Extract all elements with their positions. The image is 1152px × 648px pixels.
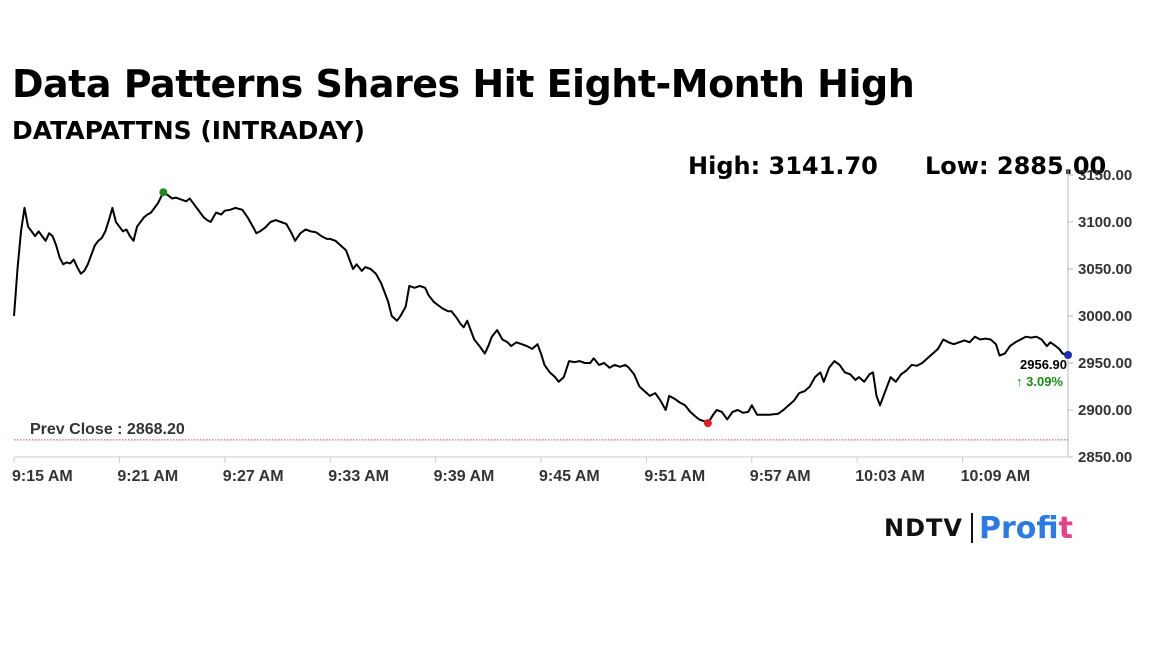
chart-subtitle: DATAPATTNS (INTRADAY)	[12, 116, 365, 145]
x-tick-label: 9:21 AM	[117, 468, 178, 485]
y-tick-label: 3000.00	[1078, 308, 1132, 325]
y-tick-label: 3050.00	[1078, 261, 1132, 278]
low-label: Low: 2885.00	[925, 152, 1107, 180]
logo-divider	[970, 513, 973, 543]
x-axis: 9:15 AM 9:21 AM 9:27 AM 9:33 AM 9:39 AM 9:45 …	[12, 456, 1068, 485]
prev-close-label: Prev Close : 2868.20	[30, 421, 185, 438]
high-marker	[159, 188, 168, 197]
x-tick-label: 9:33 AM	[328, 468, 389, 485]
logo-ndtv-text: NDTV	[884, 514, 963, 542]
x-tick-label: 9:51 AM	[644, 468, 705, 485]
prev-close: Prev Close : 2868.20	[14, 421, 1068, 441]
high-label: High: 3141.70	[688, 152, 878, 180]
x-tick-label: 9:57 AM	[750, 468, 811, 485]
y-tick-label: 2850.00	[1078, 449, 1132, 466]
logo-profit-text: Profit	[978, 510, 1073, 546]
x-tick-label: 10:09 AM	[961, 468, 1031, 485]
change-percent-label: ↑ 3.09%	[1016, 374, 1063, 389]
last-price-label: 2956.90	[1020, 357, 1067, 372]
low-marker	[703, 419, 712, 428]
y-tick-label: 2950.00	[1078, 355, 1132, 372]
y-tick-label: 2900.00	[1078, 402, 1132, 419]
x-tick-label: 9:39 AM	[434, 468, 495, 485]
y-axis: 3150.00 3100.00 3050.00 3000.00 2950.00 2900.…	[1067, 167, 1132, 466]
price-series-line	[13, 191, 1069, 425]
ndtv-profit-logo: NDTV Profit	[884, 510, 1073, 546]
x-tick-label: 9:15 AM	[12, 468, 73, 485]
chart-title: Data Patterns Shares Hit Eight-Month Hig…	[12, 62, 915, 106]
y-tick-label: 3100.00	[1078, 214, 1132, 231]
x-tick-label: 10:03 AM	[855, 468, 925, 485]
last-price-marker	[1064, 351, 1072, 360]
y-tick-label: 3150.00	[1078, 167, 1132, 184]
x-tick-label: 9:45 AM	[539, 468, 600, 485]
x-tick-label: 9:27 AM	[223, 468, 284, 485]
